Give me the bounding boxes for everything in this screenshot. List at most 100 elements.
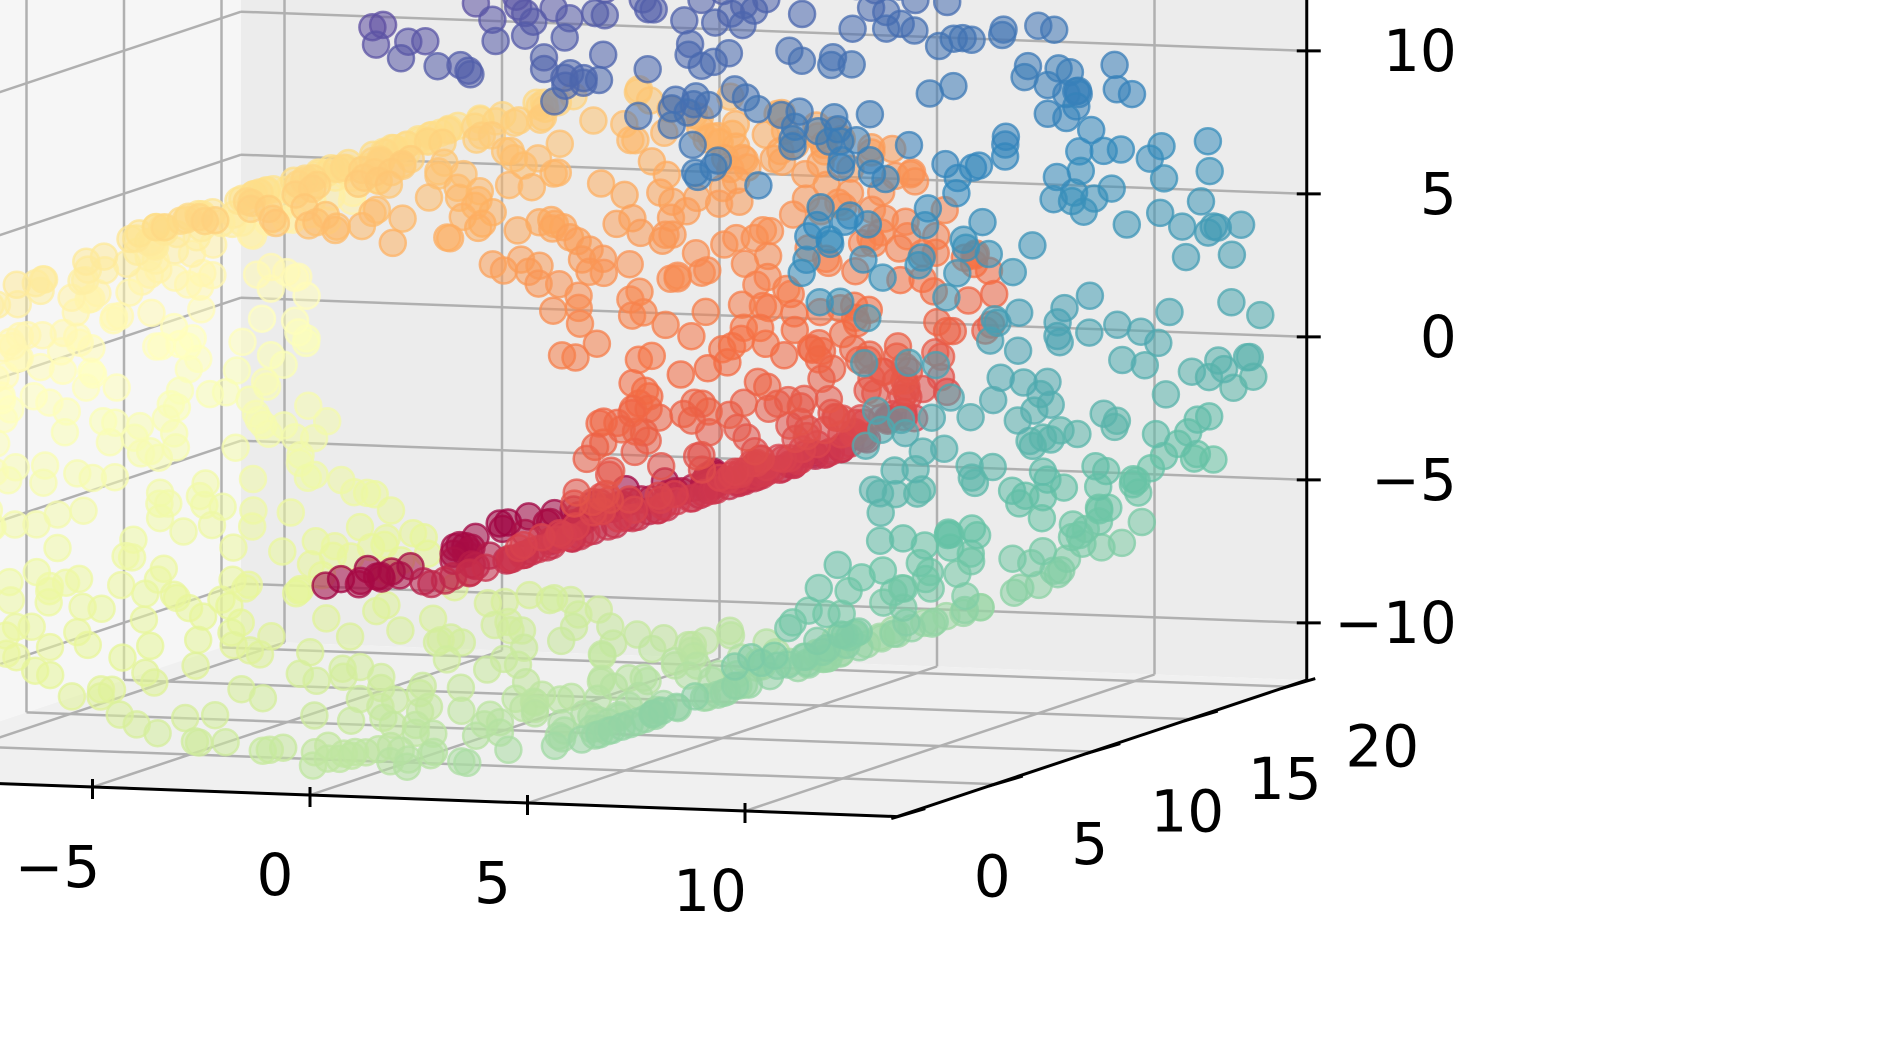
data-point [934, 518, 963, 547]
data-point [1075, 281, 1105, 311]
data-point [1043, 321, 1072, 351]
data-point [1151, 380, 1181, 409]
data-point [855, 100, 885, 129]
grid-line-z-back [240, 10, 1307, 53]
data-point [943, 559, 972, 589]
data-point [990, 142, 1020, 171]
z-tick-label: −5 [1371, 446, 1457, 514]
data-point [1177, 357, 1207, 386]
data-point [915, 79, 945, 108]
data-point [787, 46, 817, 76]
data-point [268, 537, 297, 566]
data-point [858, 475, 888, 505]
data-point [197, 510, 227, 540]
x-tick-label: 10 [673, 857, 747, 925]
data-point [88, 407, 118, 436]
data-point [638, 634, 667, 664]
data-point [102, 373, 131, 402]
data-point [828, 319, 858, 349]
data-point [43, 533, 72, 563]
grid-line-z-left [0, 439, 242, 523]
data-point [1217, 288, 1246, 317]
data-point [1081, 452, 1110, 481]
x-tick-label: −5 [15, 833, 101, 901]
data-point [261, 208, 291, 238]
data-point [1102, 75, 1132, 104]
data-point [1171, 242, 1201, 272]
y-tick-mark [890, 807, 926, 821]
data-point [238, 464, 268, 494]
data-point [321, 215, 350, 245]
data-point [539, 159, 568, 188]
data-point [1193, 126, 1223, 156]
data-point [894, 348, 923, 378]
data-point [347, 211, 377, 241]
data-point [1186, 187, 1216, 216]
data-point [195, 379, 225, 409]
data-point [69, 496, 98, 525]
data-point [29, 468, 58, 497]
data-point [936, 383, 965, 412]
data-point [857, 159, 887, 188]
data-point [851, 431, 881, 460]
data-point [939, 71, 968, 101]
data-point [987, 20, 1017, 50]
data-point [386, 616, 415, 645]
data-point [129, 605, 159, 634]
data-point [71, 373, 101, 402]
data-point [376, 496, 406, 525]
data-point [901, 0, 930, 15]
data-point [1103, 310, 1132, 340]
data-point [646, 451, 676, 481]
data-point [794, 222, 823, 251]
data-point [1193, 218, 1223, 247]
data-point [398, 519, 428, 548]
grid-line-x-floor [744, 673, 1155, 813]
data-point [503, 216, 532, 245]
data-point [904, 251, 933, 280]
data-point [35, 632, 65, 662]
data-point [99, 302, 129, 332]
data-point [235, 385, 264, 414]
data-point [586, 169, 616, 198]
data-point [219, 630, 248, 660]
data-point [1003, 336, 1033, 365]
data-point [1028, 536, 1058, 566]
data-point [865, 526, 895, 556]
data-point [1010, 62, 1039, 92]
data-point [281, 579, 311, 608]
data-point [787, 258, 816, 288]
data-point [871, 14, 901, 43]
data-point [687, 0, 716, 15]
data-point [142, 332, 171, 361]
data-point [386, 44, 416, 73]
data-point [0, 365, 10, 393]
data-point [392, 752, 422, 781]
data-point [361, 30, 391, 59]
data-point [433, 223, 462, 252]
data-point [362, 596, 391, 626]
grid-line-z-left [0, 153, 242, 237]
data-point [1145, 198, 1175, 228]
data-point [1108, 345, 1137, 375]
data-point [540, 731, 570, 761]
x-tick-label: 5 [474, 849, 511, 917]
data-point [997, 476, 1027, 505]
data-point [504, 533, 534, 563]
data-point [50, 418, 80, 447]
data-point [615, 249, 644, 279]
data-point [683, 162, 713, 192]
data-point [743, 94, 772, 124]
data-point [978, 385, 1008, 415]
data-point [550, 23, 579, 52]
data-point [1167, 212, 1197, 241]
data-point [19, 382, 49, 411]
data-point [423, 51, 452, 81]
data-point [0, 429, 11, 458]
data-point [2, 270, 32, 300]
z-tick-label: 5 [1420, 160, 1457, 228]
data-point [300, 701, 329, 730]
data-point [943, 259, 972, 288]
y-tick-mark [988, 774, 1024, 788]
